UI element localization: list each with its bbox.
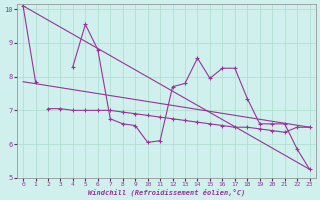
X-axis label: Windchill (Refroidissement éolien,°C): Windchill (Refroidissement éolien,°C)	[88, 188, 245, 196]
